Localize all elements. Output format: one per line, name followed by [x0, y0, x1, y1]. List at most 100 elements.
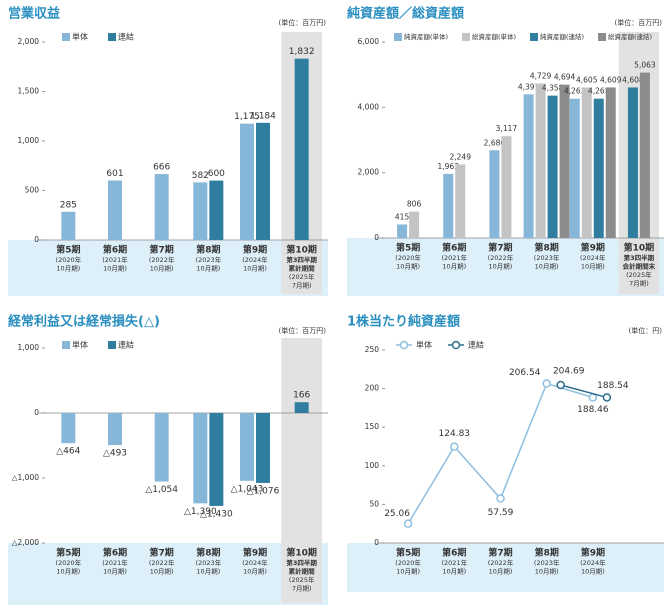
y-tick-label: 6,000 — [358, 37, 380, 46]
legend-swatch — [394, 33, 402, 41]
highlight-column — [618, 32, 659, 294]
value-label: 285 — [60, 200, 77, 210]
value-label: △1,430 — [200, 509, 233, 519]
category-sublabel: (2024年 — [242, 255, 268, 264]
legend-swatch — [62, 33, 70, 41]
bar — [489, 150, 500, 238]
category-sublabel: 10月期) — [442, 568, 466, 576]
category-sublabel: 10月期) — [56, 568, 80, 576]
bar — [627, 87, 638, 238]
point — [556, 380, 565, 390]
category-sublabel: (2025年 — [626, 270, 652, 279]
chart-title: 経常利益又は経常損失(△) — [8, 314, 160, 330]
bar — [455, 164, 466, 238]
category-label: 第10期 — [624, 242, 655, 254]
bar — [154, 174, 169, 240]
category-sublabel: (2020年 — [395, 558, 421, 567]
category-label: 第9期 — [243, 547, 267, 559]
bar — [443, 173, 454, 238]
value-label: 4,729 — [530, 72, 552, 81]
series-line — [560, 384, 608, 399]
category-sublabel: 10月期) — [196, 265, 220, 273]
chart-title: 営業収益 — [8, 6, 60, 22]
category-sublabel: (2024年 — [580, 253, 606, 262]
bar — [256, 122, 270, 240]
category-sublabel: (2022年 — [488, 558, 514, 567]
y-tick-label: 0 — [374, 233, 379, 242]
legend-swatch — [62, 341, 70, 349]
bar — [193, 413, 208, 504]
legend-marker — [399, 340, 409, 350]
legend-label: 単体 — [72, 32, 88, 42]
category-sublabel: 会計期間末 — [623, 262, 656, 271]
category-label: 第6期 — [103, 244, 127, 256]
value-label: 4,609 — [600, 75, 622, 84]
category-sublabel: 10月期) — [150, 568, 174, 576]
highlight-column — [281, 338, 322, 603]
y-tick-label: 500 — [25, 186, 40, 195]
category-sublabel: (2022年 — [488, 253, 514, 262]
value-label: 4,265 — [588, 87, 610, 96]
category-sublabel: 7月期) — [292, 282, 312, 290]
category-sublabel: (2025年 — [289, 575, 315, 584]
unit-label: (単位：百万円) — [279, 326, 327, 335]
category-sublabel: 10月期) — [535, 263, 559, 271]
value-label: 206.54 — [509, 368, 541, 378]
value-label: 600 — [208, 169, 225, 179]
bar — [209, 180, 224, 240]
category-sublabel: 第3四半期 — [286, 558, 317, 567]
category-band — [347, 238, 664, 296]
y-tick-label: 0 — [34, 408, 39, 417]
category-sublabel: (2023年 — [534, 253, 560, 262]
category-label: 第5期 — [396, 242, 420, 254]
category-label: 第7期 — [488, 547, 512, 559]
category-sublabel: 10月期) — [56, 265, 80, 273]
bar — [523, 94, 534, 238]
value-label: 1,175 — [234, 112, 260, 122]
legend-label: 連結 — [468, 340, 484, 350]
category-label: 第7期 — [150, 244, 174, 256]
bar — [535, 83, 546, 238]
legend-label: 単体 — [72, 340, 88, 350]
bar — [605, 87, 616, 238]
legend-label: 連結 — [118, 340, 134, 350]
category-sublabel: (2021年 — [441, 253, 467, 262]
category-label: 第7期 — [488, 242, 512, 254]
bar — [108, 413, 122, 446]
y-tick-label: 200 — [365, 384, 380, 393]
category-label: 第7期 — [150, 547, 174, 559]
category-sublabel: (2021年 — [442, 558, 468, 567]
bar — [256, 413, 270, 483]
legend-label: 純資産額(単体) — [404, 32, 448, 41]
value-label: 3,117 — [496, 124, 518, 133]
category-sublabel: (2023年 — [196, 255, 222, 264]
legend-label: 総資産額(連結) — [608, 32, 652, 41]
value-label: 1,184 — [250, 111, 276, 121]
y-tick-label: △1,000 — [12, 473, 39, 482]
value-label: 4,397 — [518, 82, 540, 91]
legend-swatch — [462, 33, 470, 41]
y-tick-label: 250 — [365, 345, 380, 354]
bar — [108, 180, 122, 240]
point — [542, 379, 551, 388]
value-label: △1,390 — [184, 507, 217, 517]
value-label: 4,605 — [576, 76, 598, 85]
legend-swatch — [108, 341, 116, 349]
y-tick-label: △2,000 — [12, 538, 39, 547]
category-sublabel: (2023年 — [196, 558, 222, 567]
category-label: 第10期 — [286, 547, 317, 559]
value-label: 124.83 — [439, 429, 471, 439]
y-tick-label: 2,000 — [358, 168, 380, 177]
bar — [294, 58, 309, 240]
bar — [61, 413, 76, 444]
category-label: 第5期 — [56, 547, 80, 559]
value-label: 2,686 — [484, 138, 506, 147]
bar — [193, 182, 208, 240]
category-sublabel: (2021年 — [102, 558, 128, 567]
y-tick-label: 1,500 — [18, 87, 40, 96]
category-sublabel: 10月期) — [196, 568, 220, 576]
value-label: 582 — [192, 171, 209, 181]
category-sublabel: 累計期間 — [289, 567, 316, 576]
y-tick-label: 1,000 — [18, 136, 40, 145]
value-label: 188.46 — [577, 405, 609, 415]
